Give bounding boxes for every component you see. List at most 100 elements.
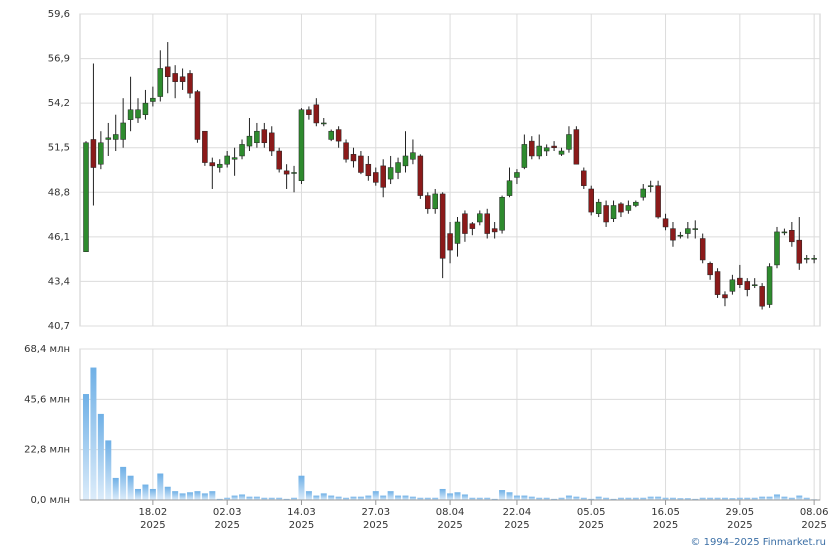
candle-body bbox=[343, 142, 349, 160]
x-tick-label: 08.06 bbox=[800, 507, 829, 518]
x-tick-label: 22.04 bbox=[503, 507, 532, 518]
candle-body bbox=[142, 102, 149, 115]
volume-bar bbox=[461, 494, 468, 500]
y-tick-label: 48,8 bbox=[48, 187, 70, 198]
x-tick-label: 27.03 bbox=[361, 507, 390, 518]
candle-body bbox=[209, 162, 216, 167]
volume-bar bbox=[328, 495, 335, 500]
candle-body bbox=[469, 223, 476, 229]
candle-body bbox=[647, 185, 654, 187]
volume-bar bbox=[580, 497, 587, 500]
volume-bar bbox=[335, 496, 342, 500]
volume-bar bbox=[432, 497, 439, 500]
y-tick-label: 56,9 bbox=[48, 54, 70, 65]
volume-bar bbox=[513, 495, 520, 500]
volume-bar bbox=[387, 491, 394, 500]
volume-bar bbox=[714, 497, 721, 500]
volume-bar bbox=[521, 495, 528, 500]
candle-body bbox=[722, 294, 728, 299]
candle-body bbox=[112, 134, 119, 140]
candle-body bbox=[298, 109, 305, 181]
volume-bar bbox=[90, 367, 97, 500]
volume-bar bbox=[484, 497, 491, 500]
candle-body bbox=[603, 205, 609, 223]
volume-bar bbox=[164, 486, 171, 500]
volume-bar bbox=[135, 488, 142, 500]
x-tick-year: 2025 bbox=[363, 520, 388, 531]
candle-body bbox=[536, 145, 542, 157]
x-tick-year: 2025 bbox=[504, 520, 529, 531]
x-tick-year: 2025 bbox=[289, 520, 314, 531]
volume-bar bbox=[684, 498, 691, 500]
candle-body bbox=[655, 185, 661, 218]
candle-body bbox=[432, 193, 438, 210]
candle-body bbox=[283, 170, 290, 175]
volume-bar bbox=[380, 495, 387, 500]
candle-body bbox=[187, 73, 193, 94]
volume-bar bbox=[231, 495, 238, 500]
candle-body bbox=[581, 170, 587, 186]
volume-bar bbox=[209, 491, 216, 500]
copyright[interactable]: © 1994–2025 Finmarket.ru bbox=[690, 537, 826, 548]
volume-bar bbox=[788, 497, 795, 500]
volume-bar bbox=[736, 497, 743, 500]
candle-body bbox=[774, 231, 780, 266]
candle-body bbox=[662, 218, 669, 228]
volume-bar bbox=[699, 497, 706, 500]
volume-bar bbox=[157, 473, 164, 500]
candle-body bbox=[321, 122, 327, 125]
volume-bar bbox=[573, 496, 580, 500]
x-tick-year: 2025 bbox=[801, 520, 826, 531]
candle-body bbox=[796, 239, 803, 264]
volume-bar bbox=[298, 475, 305, 500]
volume-bar bbox=[766, 496, 773, 500]
candle-body bbox=[269, 132, 275, 152]
candle-body bbox=[202, 130, 208, 163]
candle-body bbox=[417, 155, 424, 196]
volume-bar bbox=[320, 493, 327, 500]
candle-body bbox=[558, 150, 565, 155]
candle-body bbox=[276, 150, 282, 170]
volume-bar bbox=[565, 495, 572, 500]
candle-body bbox=[521, 144, 528, 168]
volume-bar bbox=[268, 497, 275, 500]
volume-bar bbox=[506, 492, 513, 500]
volume-bar bbox=[551, 498, 558, 500]
candle-body bbox=[766, 266, 773, 305]
volume-bar bbox=[721, 497, 728, 500]
x-tick-year: 2025 bbox=[653, 520, 678, 531]
volume-bar bbox=[253, 496, 260, 500]
volume-bar bbox=[409, 496, 416, 500]
volume-bar bbox=[187, 492, 194, 500]
candle-body bbox=[90, 139, 97, 168]
volume-bar bbox=[803, 497, 810, 500]
candle-body bbox=[335, 129, 342, 142]
candle-body bbox=[150, 97, 156, 102]
candle-body bbox=[380, 165, 386, 188]
candle-body bbox=[699, 238, 706, 261]
y-tick-label: 68,4 млн bbox=[24, 344, 70, 355]
y-tick-label: 59,6 bbox=[48, 9, 70, 20]
candle-body bbox=[714, 271, 721, 295]
candle-body bbox=[291, 172, 297, 174]
candle-body bbox=[373, 172, 379, 183]
candle-body bbox=[224, 155, 230, 165]
volume-bar bbox=[246, 496, 253, 500]
volume-bar bbox=[439, 488, 446, 500]
volume-bar bbox=[669, 497, 676, 500]
volume-bar bbox=[536, 497, 543, 500]
candle-body bbox=[744, 281, 751, 290]
volume-bar bbox=[216, 498, 223, 500]
candle-body bbox=[677, 234, 684, 237]
candle-body bbox=[499, 196, 505, 231]
x-tick-year: 2025 bbox=[437, 520, 462, 531]
volume-bar bbox=[372, 491, 379, 500]
x-tick-label: 29.05 bbox=[726, 507, 755, 518]
volume-bar bbox=[796, 495, 803, 500]
volume-bar bbox=[692, 498, 699, 500]
volume-bar bbox=[729, 498, 736, 500]
volume-bar bbox=[588, 498, 595, 500]
volume-bar bbox=[625, 497, 632, 500]
volume-bar bbox=[647, 496, 654, 500]
